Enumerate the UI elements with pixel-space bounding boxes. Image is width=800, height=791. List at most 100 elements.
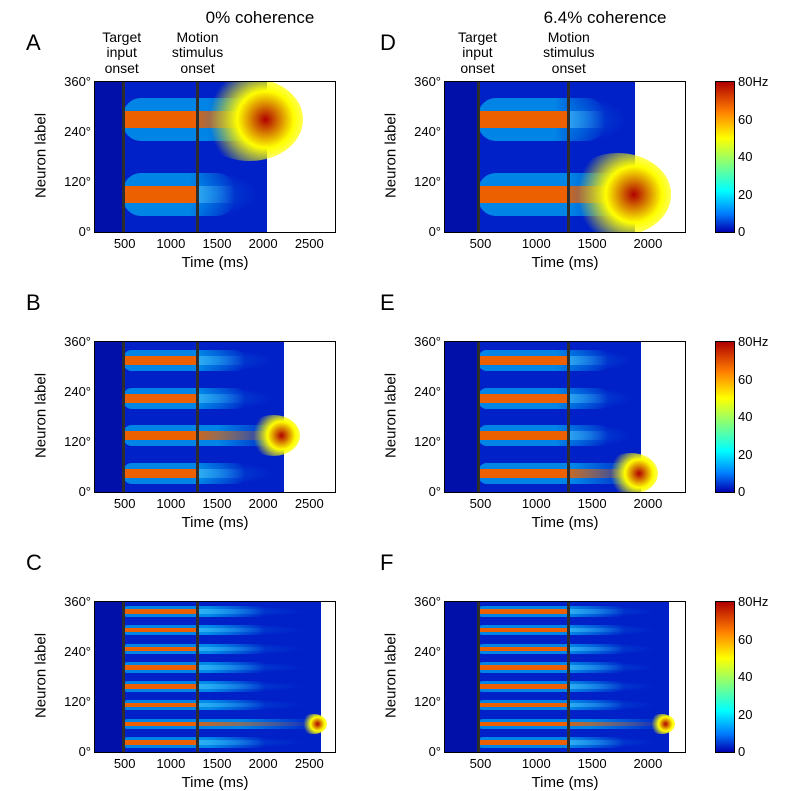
x-tick: 1000 <box>151 496 191 511</box>
streak-noise <box>568 642 670 655</box>
panel-letter: A <box>26 30 41 56</box>
colorbar-tick: 80Hz <box>738 334 768 349</box>
streak-core <box>478 722 567 726</box>
x-tick: 1000 <box>151 236 191 251</box>
streak-core <box>478 684 567 688</box>
streak-core <box>478 186 567 204</box>
streak-noise <box>197 385 285 412</box>
panel-letter: D <box>380 30 396 56</box>
y-tick: 240° <box>59 384 91 399</box>
x-tick: 500 <box>105 496 145 511</box>
target-onset-line <box>122 82 125 232</box>
colorbar-tick: 20 <box>738 447 752 462</box>
panel-letter: B <box>26 290 41 316</box>
streak-core <box>123 647 197 651</box>
streak-noise <box>568 680 670 693</box>
colorbar-tick: 20 <box>738 187 752 202</box>
target-onset-line <box>477 82 480 232</box>
y-tick: 0° <box>59 744 91 759</box>
y-tick: 120° <box>59 694 91 709</box>
motion-onset-line <box>196 342 199 492</box>
streak-noise <box>568 93 635 147</box>
y-tick: 0° <box>409 744 441 759</box>
x-tick: 2000 <box>243 236 283 251</box>
streak-core <box>123 356 197 365</box>
colorbar-tick: 60 <box>738 112 752 127</box>
x-tick: 2000 <box>628 496 668 511</box>
y-tick: 240° <box>59 124 91 139</box>
y-tick: 240° <box>409 644 441 659</box>
pre-onset <box>95 82 123 232</box>
colorbar-tick: 0 <box>738 484 745 499</box>
y-axis-label: Neuron label <box>33 366 50 466</box>
x-tick: 500 <box>460 496 500 511</box>
x-tick: 2000 <box>243 756 283 771</box>
streak-core <box>478 609 567 613</box>
x-tick: 2000 <box>243 496 283 511</box>
y-tick: 360° <box>59 74 91 89</box>
winner-burst <box>604 453 657 492</box>
x-tick: 1500 <box>572 756 612 771</box>
motion-onset-line <box>567 342 570 492</box>
streak-core <box>123 186 197 204</box>
y-tick: 240° <box>59 644 91 659</box>
x-tick: 500 <box>105 236 145 251</box>
pre-onset <box>445 602 478 752</box>
target-onset-line <box>477 602 480 752</box>
winner-burst <box>565 153 672 232</box>
y-tick: 0° <box>59 224 91 239</box>
x-axis-label: Time (ms) <box>525 514 605 531</box>
winner-burst <box>648 714 675 735</box>
figure-root: 0% coherence6.4% coherenceABCDEFTargetin… <box>0 0 800 784</box>
streak-core <box>478 394 567 403</box>
colorbar-tick: 40 <box>738 409 752 424</box>
y-tick: 360° <box>409 74 441 89</box>
panel-D <box>445 82 685 232</box>
streak-noise <box>197 642 322 655</box>
streak-noise <box>568 661 670 674</box>
streak-core <box>123 740 197 744</box>
streak-noise <box>568 347 642 374</box>
motion-onset-label: Motionstimulusonset <box>165 30 231 76</box>
panel-C <box>95 602 335 752</box>
motion-onset-line <box>567 602 570 752</box>
streak-core <box>123 628 197 632</box>
streak-core <box>123 703 197 707</box>
colorbar-tick: 40 <box>738 669 752 684</box>
panel-letter: F <box>380 550 393 576</box>
streak-noise <box>197 347 285 374</box>
winner-burst <box>247 415 300 456</box>
x-tick: 1500 <box>197 756 237 771</box>
colorbar-tick: 80Hz <box>738 594 768 609</box>
target-onset-label: Targetinputonset <box>448 30 506 76</box>
y-tick: 360° <box>59 334 91 349</box>
streak-noise <box>197 460 285 487</box>
y-axis-label: Neuron label <box>383 366 400 466</box>
pre-onset <box>445 342 478 492</box>
streak-noise <box>568 385 642 412</box>
colorbar <box>716 82 734 232</box>
y-tick: 0° <box>409 224 441 239</box>
x-tick: 500 <box>460 756 500 771</box>
panel-letter: C <box>26 550 42 576</box>
motion-onset-label: Motionstimulusonset <box>536 30 602 76</box>
x-axis-label: Time (ms) <box>175 774 255 791</box>
column-title: 0% coherence <box>180 8 340 28</box>
streak-noise <box>568 736 670 749</box>
y-axis-label: Neuron label <box>33 626 50 726</box>
motion-onset-line <box>567 82 570 232</box>
streak-noise <box>197 736 322 749</box>
y-tick: 240° <box>409 124 441 139</box>
x-tick: 2500 <box>289 236 329 251</box>
y-tick: 120° <box>59 434 91 449</box>
heatmap <box>95 602 335 752</box>
streak-core <box>478 740 567 744</box>
streak-core <box>123 111 197 129</box>
panel-E <box>445 342 685 492</box>
x-axis-label: Time (ms) <box>525 774 605 791</box>
x-tick: 1000 <box>516 756 556 771</box>
streak-core <box>123 394 197 403</box>
streak-core <box>478 111 567 129</box>
x-axis-label: Time (ms) <box>175 254 255 271</box>
colorbar-tick: 0 <box>738 744 745 759</box>
